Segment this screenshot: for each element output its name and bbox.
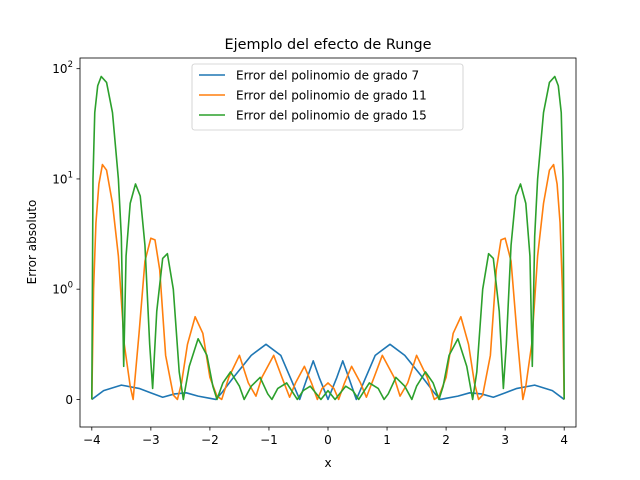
x-tick-label: −2 [201, 433, 219, 447]
x-tick-label: 2 [442, 433, 450, 447]
x-tick-label: 0 [324, 433, 332, 447]
y-tick-label: 101 [52, 170, 73, 186]
series-line-2 [91, 163, 565, 401]
legend: Error del polinomio de grado 7 Error del … [191, 63, 464, 131]
y-tick-label: 0 [65, 393, 73, 407]
legend-label-1: Error del polinomio de grado 7 [236, 69, 419, 83]
x-tick-label: −3 [142, 433, 160, 447]
series-line-3 [91, 75, 565, 401]
x-tick-label: 4 [560, 433, 568, 447]
series-layer [91, 75, 565, 401]
y-axis-label: Error absoluto [25, 200, 39, 285]
y-tick-label: 102 [52, 60, 73, 76]
x-tick-label: 1 [383, 433, 391, 447]
legend-label-2: Error del polinomio de grado 11 [236, 89, 427, 103]
x-tick-label: 3 [501, 433, 509, 447]
x-axis-label: x [324, 456, 331, 470]
x-tick-label: −1 [260, 433, 278, 447]
legend-box [191, 63, 464, 131]
chart-title: Ejemplo del efecto de Runge [225, 37, 432, 53]
x-axis: −4 −3 −2 −1 0 1 2 3 4 [83, 427, 568, 447]
legend-label-3: Error del polinomio de grado 15 [236, 109, 427, 123]
x-tick-label: −4 [83, 433, 101, 447]
series-line-1 [91, 343, 565, 401]
y-tick-label: 100 [52, 281, 73, 297]
y-axis: 0 100 101 102 [52, 60, 80, 407]
